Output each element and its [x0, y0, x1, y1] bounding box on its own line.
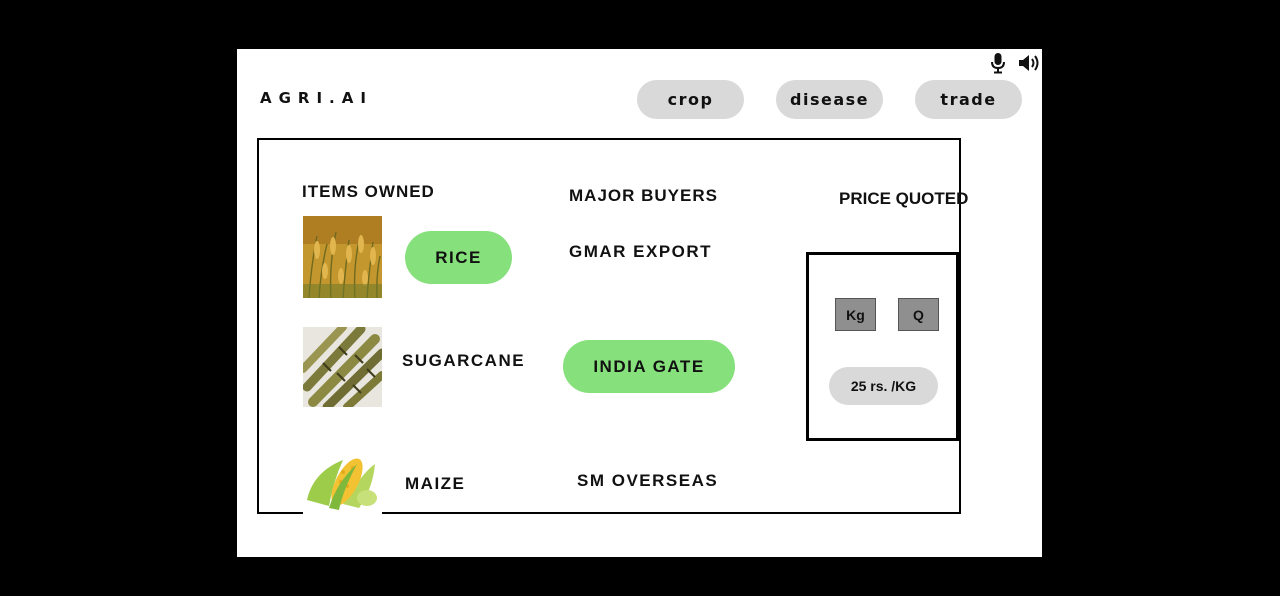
app-logo: AGRI.AI [260, 89, 373, 107]
item-sugarcane[interactable]: SUGARCANE [402, 351, 526, 370]
price-value: 25 rs. /KG [829, 367, 938, 405]
major-buyers-header: MAJOR BUYERS [569, 186, 718, 205]
unit-kg-button[interactable]: Kg [835, 298, 876, 331]
buyer-gmar-export[interactable]: GMAR EXPORT [569, 242, 713, 261]
item-maize[interactable]: MAIZE [405, 474, 466, 493]
tab-trade[interactable]: trade [915, 80, 1022, 119]
speaker-icon[interactable] [1017, 52, 1041, 74]
price-quoted-header: PRICE QUOTED [839, 189, 969, 208]
item-rice-button[interactable]: RICE [405, 231, 512, 284]
buyer-india-gate-button[interactable]: INDIA GATE [563, 340, 735, 393]
trade-panel [257, 138, 961, 514]
items-owned-header: ITEMS OWNED [302, 182, 435, 201]
maize-image [303, 442, 382, 514]
sugarcane-image [303, 327, 382, 407]
rice-image [303, 216, 382, 298]
app-page: AGRI.AI crop disease trade ITEMS OWNED M… [237, 49, 1042, 557]
buyer-sm-overseas[interactable]: SM OVERSEAS [577, 471, 719, 490]
unit-quintal-button[interactable]: Q [898, 298, 939, 331]
tab-crop[interactable]: crop [637, 80, 744, 119]
microphone-icon[interactable] [990, 52, 1006, 74]
price-quote-box [806, 252, 959, 441]
tab-disease[interactable]: disease [776, 80, 883, 119]
